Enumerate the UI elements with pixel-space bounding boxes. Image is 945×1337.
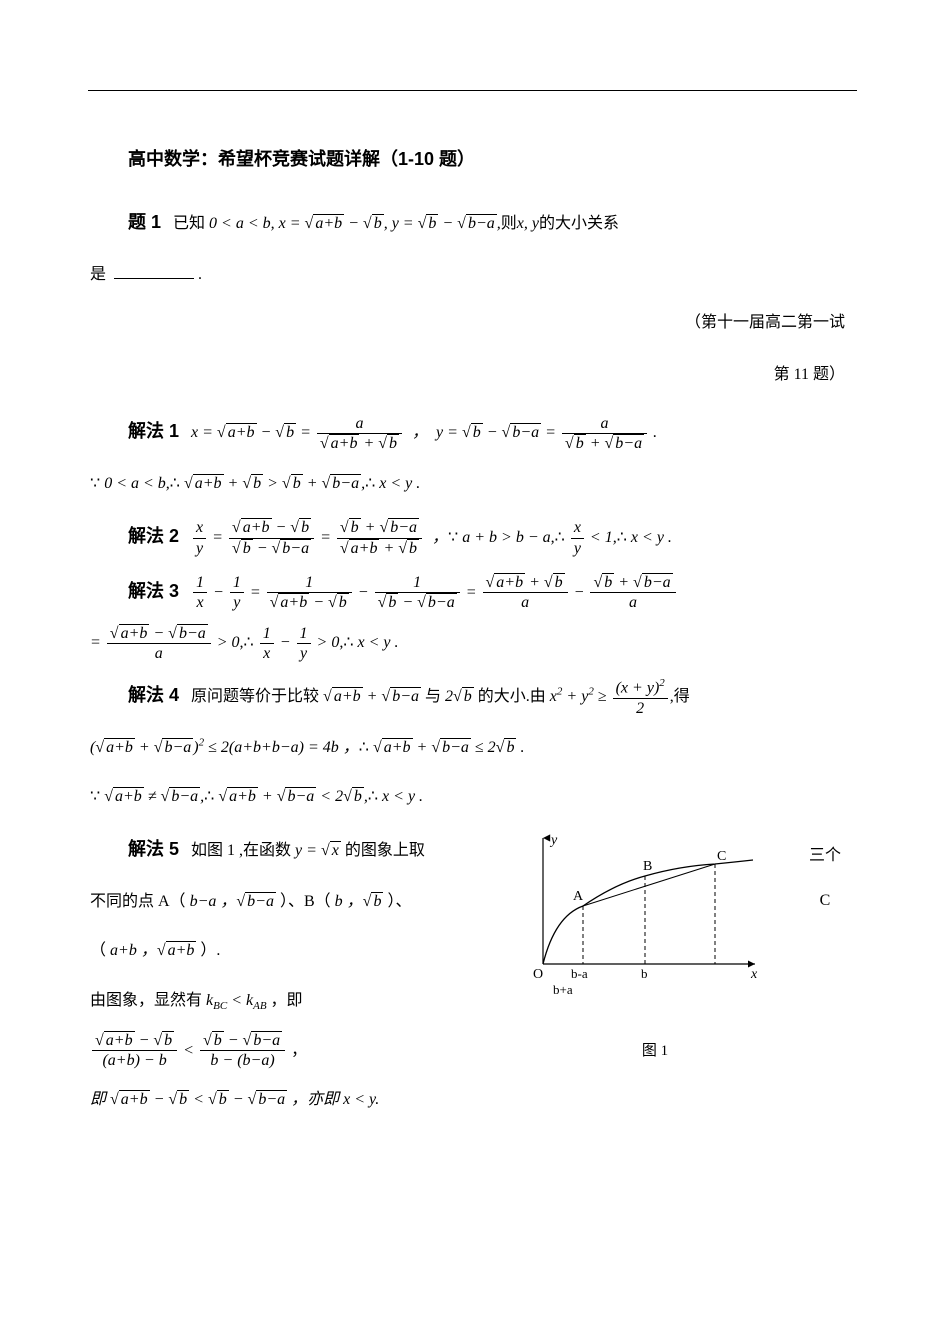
top-rule xyxy=(88,90,857,91)
page-content: 高中数学：希望杯竞赛试题详解（1-10 题） 题 1 已知 0 < a < b,… xyxy=(90,138,855,1129)
sol4-ta: 原问题等价于比较 xyxy=(191,688,319,705)
sol4-ineq: x2 + y2 ≥ (x + y)22 xyxy=(550,688,670,705)
sol3-line2: = a+b − b−aa > 0,∴ 1x − 1y > 0,∴ x < y . xyxy=(90,622,855,664)
side-text-2: C xyxy=(795,879,855,924)
sol5-pB: b ，b xyxy=(335,893,384,910)
sol4-label: 解法 4 xyxy=(128,685,179,705)
label-y: y xyxy=(549,833,558,848)
sol4-tc: 的大小.由 xyxy=(478,688,546,705)
sol5-tb: 的图象上取 xyxy=(345,842,425,859)
sol1-expr: x = a+b − b = aa+b + b ， y = b − b−a = a… xyxy=(191,424,657,441)
problem-vars: x, y xyxy=(517,215,539,232)
sol5-tail: ， xyxy=(291,1042,307,1059)
sol5-l2a: 不同的点 A（ xyxy=(90,893,186,910)
sol5-text-col: 解法 5 如图 1 ,在函数 y = x 的图象上取 不同的点 A（ b−a ，… xyxy=(90,826,515,1129)
sol5-l2b: ）、B（ xyxy=(280,893,331,910)
sol3-label: 解法 3 xyxy=(128,581,179,601)
sol5-l4b: ，即 xyxy=(271,992,303,1009)
label-O: O xyxy=(533,967,543,982)
sol5-line1: 解法 5 如图 1 ,在函数 y = x 的图象上取 xyxy=(128,826,515,873)
sol2-line1: 解法 2 xy = a+b − bb − b−a = b + b−aa+b + … xyxy=(128,513,855,560)
side-text-1: 三个 xyxy=(795,834,855,879)
problem-pre: 已知 xyxy=(173,215,205,232)
figure-col: y x O A B C b-a b b+a 图 1 xyxy=(515,826,795,1069)
sol5-line2: 不同的点 A（ b−a ，b−a ）、B（ b ，b ）、 xyxy=(90,881,515,923)
sol3-line2-expr: = a+b − b−aa > 0,∴ 1x − 1y > 0,∴ x < y . xyxy=(90,634,399,651)
sol5-l6: 即 a+b − b < b − b−a ，亦即 x < y. xyxy=(90,1091,379,1108)
sol4-l2: (a+b + b−a)2 ≤ 2(a+b+b−a) = 4b ，∴ a+b + … xyxy=(90,739,524,756)
label-A: A xyxy=(573,889,584,904)
label-C: C xyxy=(717,849,726,864)
sol1-line2: ∵ 0 < a < b,∴ a+b + b > b + b−a,∴ x < y … xyxy=(90,463,855,505)
problem-label: 题 1 xyxy=(128,212,161,232)
sol5-line6: 即 a+b − b < b − b−a ，亦即 x < y. xyxy=(90,1079,515,1121)
problem-line1: 题 1 已知 0 < a < b, x = a+b − b, y = b − b… xyxy=(128,199,855,246)
sol3-line1: 解法 3 1x − 1y = 1a+b − b − 1b − b−a = a+b… xyxy=(128,568,855,615)
sol5-pA: b−a ，b−a xyxy=(190,893,276,910)
figure-svg: y x O A B C b-a b b+a xyxy=(515,826,765,1016)
sol4-eb: 2b xyxy=(445,688,474,705)
side-column: 三个 C xyxy=(795,826,855,924)
sol5-fracs: a+b − b(a+b) − b < b − b−ab − (b−a) xyxy=(90,1042,291,1059)
sol2-expr: xy = a+b − bb − b−a = b + b−aa+b + b ，∵ … xyxy=(191,529,672,546)
source-line2: 第 11 题） xyxy=(90,356,845,394)
sol4-l3: ∵ a+b ≠ b−a,∴ a+b + b−a < 2b,∴ x < y . xyxy=(90,788,423,805)
sol3-expr: 1x − 1y = 1a+b − b − 1b − b−a = a+b + ba… xyxy=(191,584,678,601)
problem-mid: 则 xyxy=(501,215,517,232)
problem-cond: 0 < a < b, x = a+b − b, y = b − b−a, xyxy=(209,215,501,232)
problem-l2-pre: 是 xyxy=(90,266,106,283)
source-line1: （第十一届高二第一试 xyxy=(90,304,845,342)
sol5-func: y = x xyxy=(295,842,341,859)
sol1-line2-expr: ∵ 0 < a < b,∴ a+b + b > b + b−a,∴ x < y … xyxy=(90,475,420,492)
sol5-l3b: ）. xyxy=(200,942,220,959)
problem-l2-post: . xyxy=(198,266,202,283)
answer-blank xyxy=(114,278,194,279)
sol5-pC: a+b ，a+b xyxy=(110,942,196,959)
label-bpa: b+a xyxy=(553,982,573,997)
sol4-td: ,得 xyxy=(670,688,690,705)
label-ba: b-a xyxy=(571,966,588,981)
curve xyxy=(543,860,753,964)
sol5-l4a: 由图象，显然有 xyxy=(90,992,202,1009)
sol1-label: 解法 1 xyxy=(128,421,179,441)
sol1-line1: 解法 1 x = a+b − b = aa+b + b ， y = b − b−… xyxy=(128,408,855,455)
sol5-row: 解法 5 如图 1 ,在函数 y = x 的图象上取 不同的点 A（ b−a ，… xyxy=(90,826,855,1129)
label-b: b xyxy=(641,966,648,981)
sol5-line4: 由图象，显然有 kBC < kAB ，即 xyxy=(90,980,515,1022)
problem-line2: 是 . xyxy=(90,254,855,296)
sol4-ea: a+b + b−a xyxy=(323,688,421,705)
page-title: 高中数学：希望杯竞赛试题详解（1-10 题） xyxy=(128,138,855,181)
sol4-line3: ∵ a+b ≠ b−a,∴ a+b + b−a < 2b,∴ x < y . xyxy=(90,776,855,818)
sol5-l2c: ）、 xyxy=(387,893,411,910)
sol5-line5: a+b − b(a+b) − b < b − b−ab − (b−a) ， xyxy=(90,1030,515,1072)
sol4-tb: 与 xyxy=(425,688,445,705)
sol5-ta: 如图 1 ,在函数 xyxy=(191,842,291,859)
problem-post: 的大小关系 xyxy=(539,215,619,232)
sol4-line2: (a+b + b−a)2 ≤ 2(a+b+b−a) = 4b ，∴ a+b + … xyxy=(90,727,855,769)
label-B: B xyxy=(643,859,652,874)
figure-caption: 图 1 xyxy=(515,1033,795,1069)
label-x: x xyxy=(750,967,758,982)
sol4-line1: 解法 4 原问题等价于比较 a+b + b−a 与 2b 的大小.由 x2 + … xyxy=(128,672,855,719)
sol5-slope: kBC < kAB xyxy=(206,992,267,1009)
sol5-line3: （ a+b ，a+b ）. xyxy=(90,930,515,972)
sol5-label: 解法 5 xyxy=(128,839,179,859)
sol2-label: 解法 2 xyxy=(128,526,179,546)
sol5-l3a: （ xyxy=(90,942,106,959)
